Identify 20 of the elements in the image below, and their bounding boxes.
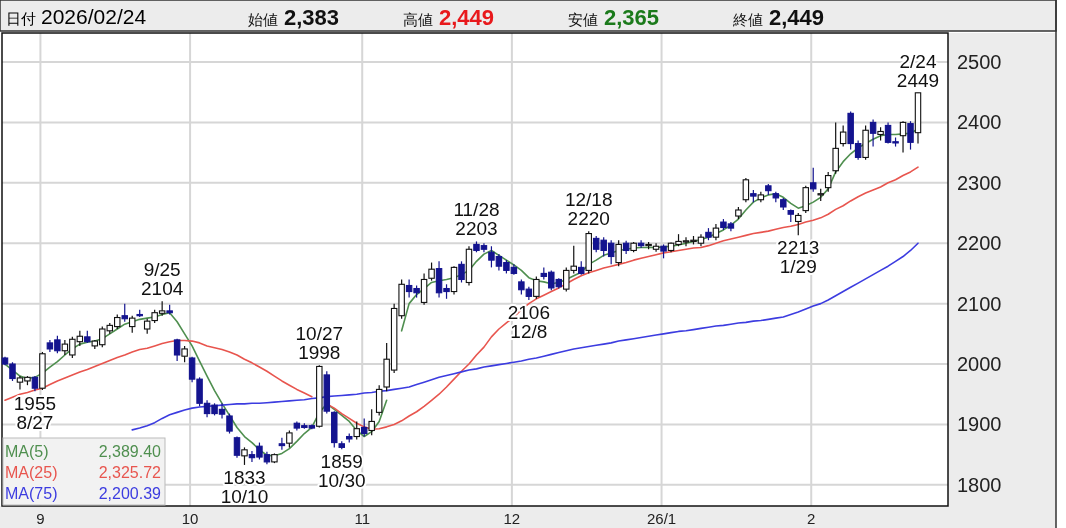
text: 安値 2,365 bbox=[568, 5, 660, 30]
y-tick-label: 1800 bbox=[957, 473, 1002, 496]
text: 高値 2,449 bbox=[403, 5, 495, 30]
y-tick-label: 2100 bbox=[957, 292, 1002, 315]
chart-title: 日付 2026/02/24 bbox=[6, 5, 147, 28]
x-tick-label: 12 bbox=[503, 510, 521, 527]
x-tick-label: 9 bbox=[36, 510, 45, 527]
series-names: MA(5) 2,389.40 MA(25) 2,325.72 MA(75) 2,200.39 bbox=[2, 437, 166, 506]
x-tick-label: 2 bbox=[807, 510, 816, 527]
x-tick-label: 26/1 bbox=[646, 510, 677, 527]
y-tick-label: 2300 bbox=[957, 171, 1002, 194]
y-tick-label: 2200 bbox=[957, 232, 1002, 255]
y-tick-label: 2400 bbox=[957, 111, 1002, 134]
text: 始値 2,383 bbox=[248, 5, 340, 30]
y-tick-label: 2500 bbox=[957, 51, 1002, 73]
x-tick-label: 10 bbox=[181, 510, 199, 527]
text: 終値 2,449 bbox=[732, 5, 825, 30]
x-tick-label: 11 bbox=[354, 510, 370, 527]
y-tick-label: 1900 bbox=[957, 413, 1002, 436]
y-tick-label: 2000 bbox=[957, 353, 1002, 376]
